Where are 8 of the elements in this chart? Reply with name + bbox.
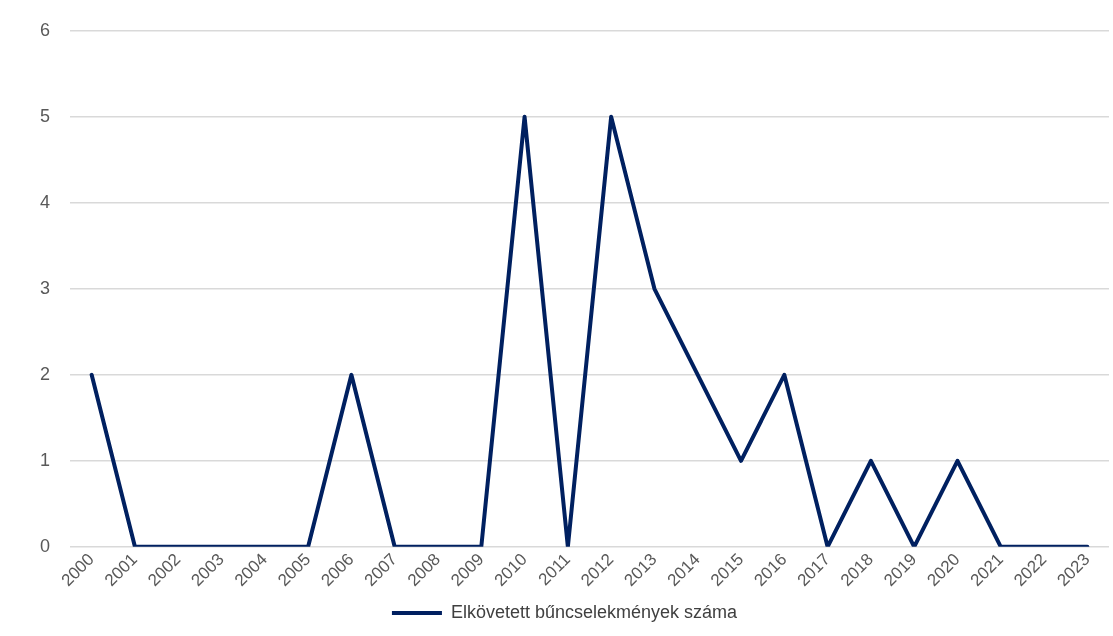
legend-label: Elkövetett bűncselekmények száma	[450, 601, 739, 622]
y-tick-label: 4	[40, 191, 51, 212]
y-tick-label: 1	[40, 449, 51, 470]
y-tick-label: 0	[40, 535, 51, 556]
y-tick-label: 6	[40, 19, 51, 40]
y-tick-label: 5	[40, 105, 51, 126]
y-tick-label: 3	[40, 277, 51, 298]
y-tick-label: 2	[40, 363, 51, 384]
